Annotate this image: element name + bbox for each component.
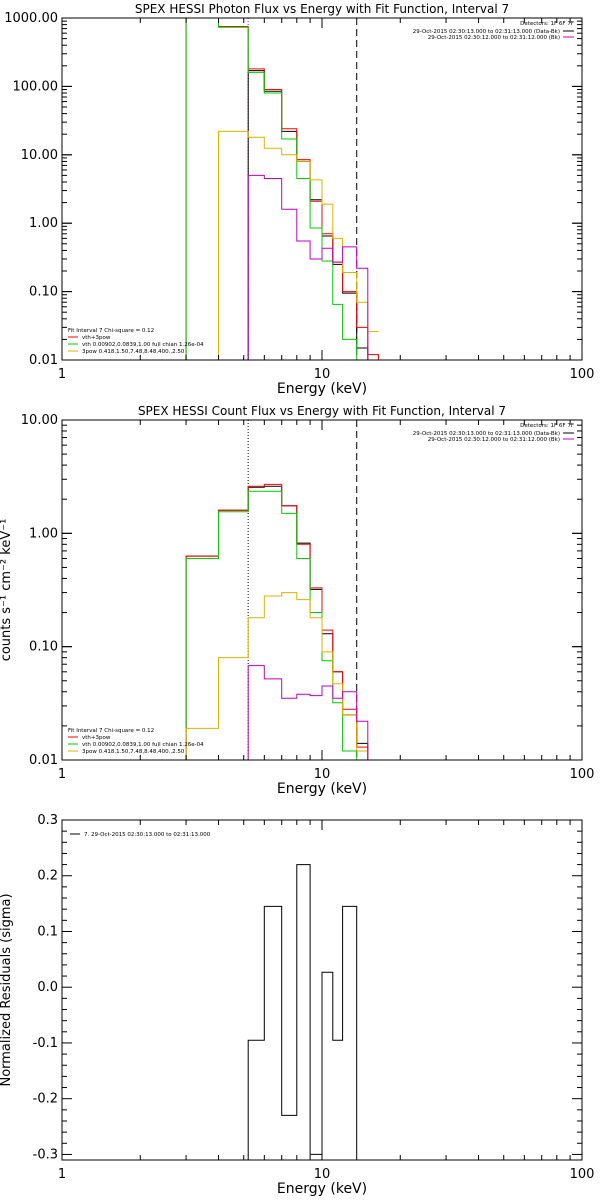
series-3-histogram xyxy=(185,490,358,760)
panel-1: 1 10 100 0.01 0.10 1.00 10.00 100.00 1000.00 SPEX… xyxy=(4,2,594,397)
legend-entry: 29-Oct-2015 02:30:12.000 to 02:31:12.000… xyxy=(428,35,560,41)
series-2-histogram xyxy=(185,483,369,760)
y-tick-label: 0.10 xyxy=(29,285,58,300)
data-layer xyxy=(185,18,379,360)
series-1-histogram xyxy=(185,485,369,760)
x-tick-label: 10 xyxy=(314,1167,331,1182)
x-tick-label: 10 xyxy=(314,367,331,382)
x-tick-label: 1 xyxy=(58,767,66,782)
fit-header: Fit Interval 7 Chi-square = 0.12 xyxy=(68,328,154,334)
y-tick-label: 0.0 xyxy=(37,980,58,995)
series-1-histogram xyxy=(247,70,379,360)
x-tick-label: 100 xyxy=(570,767,595,782)
fit-legend-entry: 3pow 0.418,1.50,7.48,8.48,400.,2.50 xyxy=(82,349,185,355)
fit-legend-entry: 3pow 0.418,1.50,7.48,8.48,400.,2.50 xyxy=(82,749,185,755)
y-tick-label: -0.3 xyxy=(33,1147,58,1162)
fit-legend-entry: vth 0.00902,0.0839,1.00 full chian 1.26e… xyxy=(82,342,204,348)
chart-title: SPEX HESSI Photon Flux vs Energy with Fi… xyxy=(135,2,509,16)
x-tick-label: 1 xyxy=(58,367,66,382)
y-tick-label: -0.2 xyxy=(33,1092,58,1107)
legend-entry: 29-Oct-2015 02:30:12.000 to 02:31:12.000… xyxy=(428,437,560,443)
series-5-histogram xyxy=(247,665,379,760)
x-axis-label: Energy (keV) xyxy=(277,381,367,397)
x-tick-label: 100 xyxy=(570,367,595,382)
fit-legend-entry: vth 0.00902,0.0839,1.00 full chian 1.26e… xyxy=(82,742,204,748)
y-tick-label: 100.00 xyxy=(13,79,59,94)
legend-header: Detectors: 1F 6F 7F xyxy=(520,423,574,429)
y-tick-label: 1000.00 xyxy=(4,11,58,26)
x-axis-label: Energy (keV) xyxy=(277,1181,367,1197)
panel-3: 1 10 100 -0.3 -0.2 -0.1 0.0 0.1 0.2 0.3 Energy (ke… xyxy=(0,813,594,1197)
legend-entry: 29-Oct-2015 02:30:13.000 to 02:31:13.000… xyxy=(413,29,560,35)
legend-entry: 7. 29-Oct-2015 02:30:13.000 to 02:31:13.… xyxy=(84,832,211,838)
series-3-histogram xyxy=(185,18,369,360)
series-4-histogram xyxy=(185,592,369,760)
y-tick-label: 10.00 xyxy=(21,148,58,163)
y-tick-label: 0.01 xyxy=(29,753,58,768)
legend-entry: 29-Oct-2015 02:30:13.000 to 02:31:13.000… xyxy=(413,431,560,437)
x-tick-label: 10 xyxy=(314,767,331,782)
y-axis-label: Normalized Residuals (sigma) xyxy=(0,893,14,1086)
y-tick-label: 1.00 xyxy=(29,216,58,231)
data-layer xyxy=(247,864,358,1160)
legend-header: Detectors: 1F 6F 7F xyxy=(520,21,574,27)
y-tick-label: 1.00 xyxy=(29,526,58,541)
fit-header: Fit Interval 7 Chi-square = 0.12 xyxy=(68,728,154,734)
x-tick-label: 100 xyxy=(570,1167,595,1182)
series-2-histogram xyxy=(185,18,379,360)
x-tick-label: 1 xyxy=(58,1167,66,1182)
y-tick-label: -0.1 xyxy=(33,1036,58,1051)
y-axis-label: counts s⁻¹ cm⁻² keV⁻¹ xyxy=(0,519,14,662)
data-layer xyxy=(185,420,379,760)
fit-legend-entry: vth+3pow xyxy=(82,735,111,741)
series-1-histogram xyxy=(247,864,358,1160)
y-tick-label: 0.1 xyxy=(37,924,58,939)
series-4-histogram xyxy=(185,130,379,360)
y-tick-label: 10.00 xyxy=(21,413,58,428)
y-tick-label: 0.2 xyxy=(37,869,58,884)
fit-legend-entry: vth+3pow xyxy=(82,335,111,341)
series-5-histogram xyxy=(247,174,369,360)
panel-2: 1 10 100 0.01 0.10 1.00 10.00 SPEX HESSI Count … xyxy=(0,404,594,797)
y-tick-label: 0.3 xyxy=(37,813,58,828)
y-tick-label: 0.10 xyxy=(29,640,58,655)
y-tick-label: 0.01 xyxy=(29,353,58,368)
x-axis-label: Energy (keV) xyxy=(277,781,367,797)
chart-title: SPEX HESSI Count Flux vs Energy with Fit… xyxy=(138,404,506,418)
